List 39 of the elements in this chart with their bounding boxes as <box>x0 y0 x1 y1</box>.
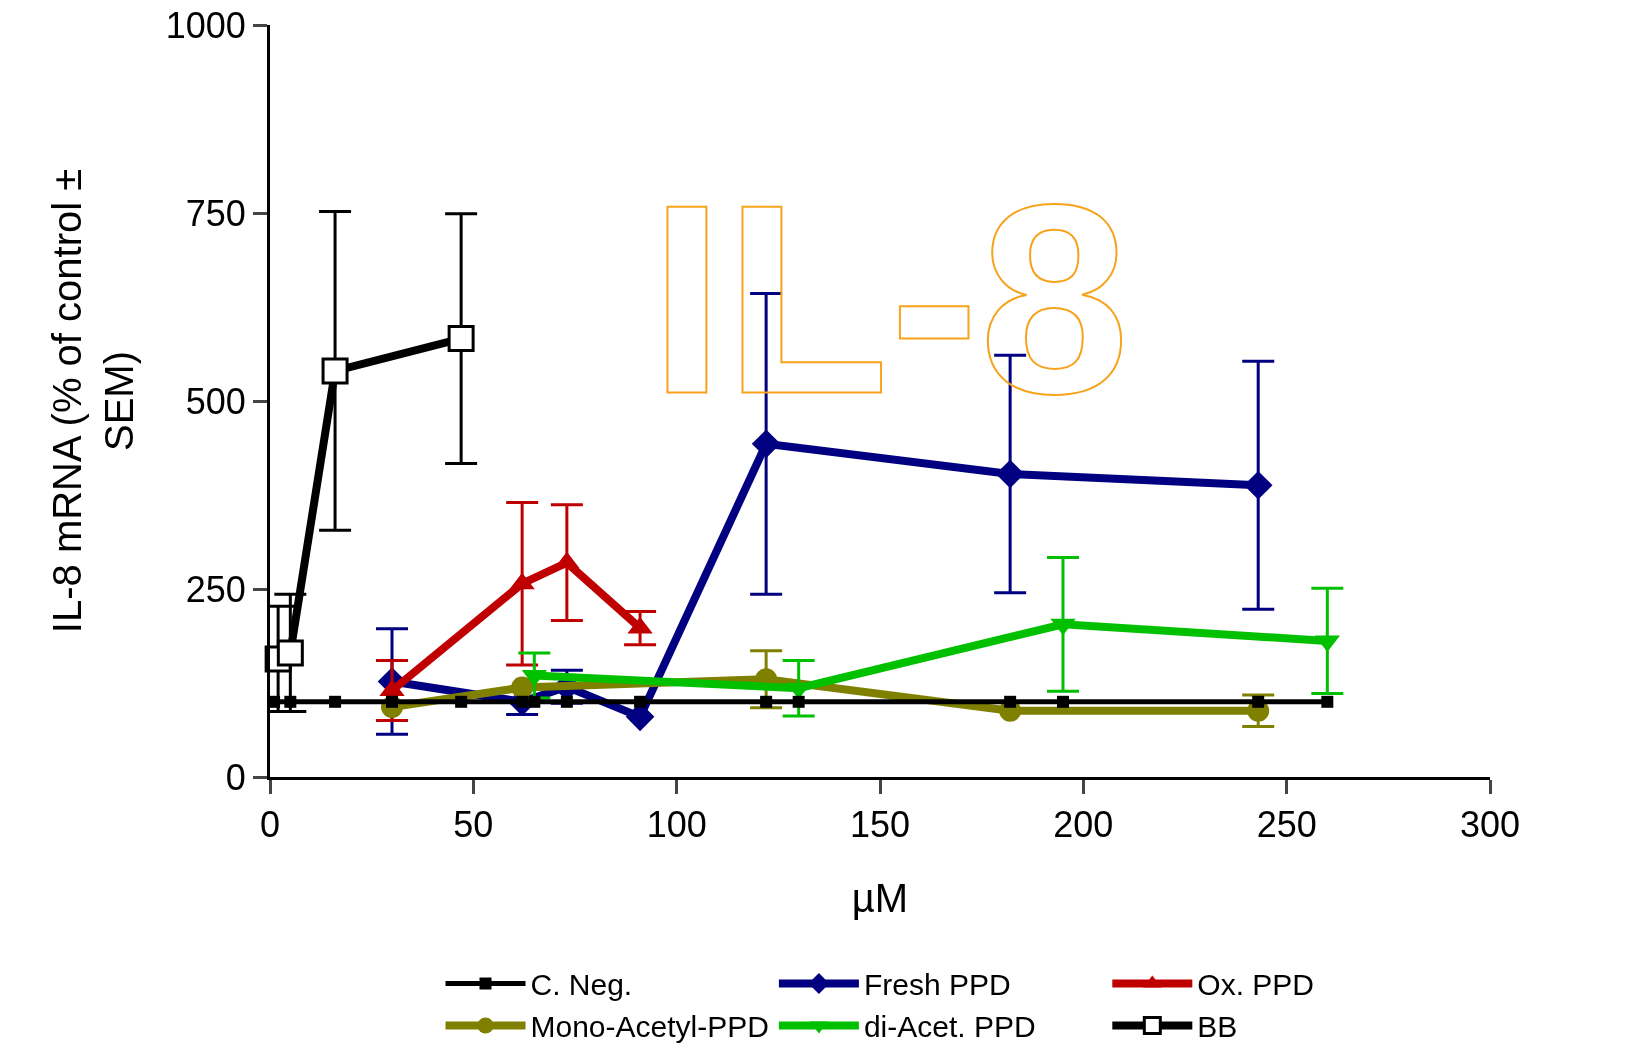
point <box>284 695 297 708</box>
legend-label: C. Neg. <box>530 968 633 1002</box>
x-tick-label: 200 <box>1053 804 1114 846</box>
y-axis-title: IL-8 mRNA (% of control ± SEM) <box>45 168 142 634</box>
text: IL-8 <box>649 148 1130 450</box>
point <box>634 695 647 708</box>
point <box>1321 695 1334 708</box>
point <box>792 695 805 708</box>
x-tick-label: 150 <box>849 804 911 846</box>
point <box>760 695 773 708</box>
x-tick-label: 0 <box>259 804 281 846</box>
legend-label: BB <box>1197 1010 1238 1044</box>
point <box>447 325 475 353</box>
point <box>455 695 468 708</box>
x-tick-label: 100 <box>646 804 707 846</box>
legend-label: Mono-Acetyl-PPD <box>530 1010 769 1044</box>
y-tick-label: 1000 <box>165 4 246 46</box>
point <box>511 676 534 699</box>
point <box>276 639 304 667</box>
point <box>528 695 541 708</box>
y-tick-label: 500 <box>185 380 246 422</box>
y-tick-label: 250 <box>185 568 246 610</box>
legend-label: Fresh PPD <box>863 968 1011 1002</box>
point <box>1252 695 1265 708</box>
legend-label: Ox. PPD <box>1197 968 1315 1002</box>
point <box>321 357 349 385</box>
point <box>1057 695 1069 708</box>
point <box>995 459 1025 489</box>
x-tick-label: 250 <box>1256 804 1317 846</box>
x-axis-title: µM <box>851 875 909 920</box>
legend-label: di-Acet. PPD <box>863 1010 1036 1044</box>
y-tick-label: 0 <box>225 756 246 798</box>
point <box>560 695 573 708</box>
y-tick-label: 750 <box>185 192 246 234</box>
point <box>751 429 781 459</box>
x-tick-label: 50 <box>453 804 494 846</box>
x-tick-label: 300 <box>1459 804 1521 846</box>
point <box>329 695 342 708</box>
point <box>1004 695 1017 708</box>
